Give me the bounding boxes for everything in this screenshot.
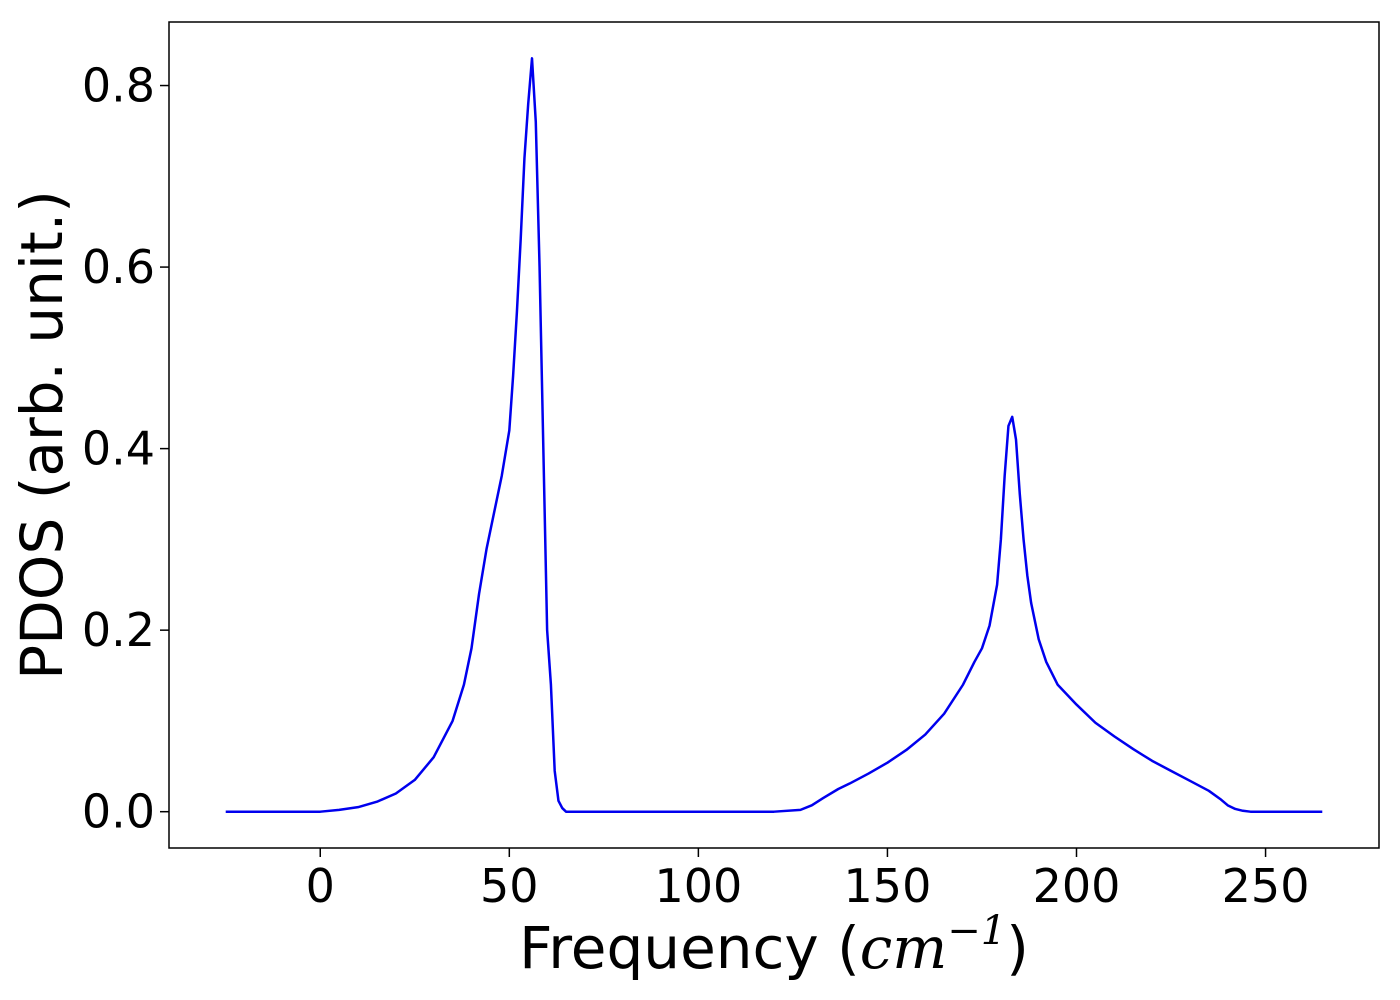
y-tick-label: 0.0 (82, 785, 155, 839)
plot-frame (168, 21, 1380, 849)
y-tick-label: 0.4 (82, 422, 155, 476)
x-axis-label-exponent: −1 (947, 908, 1006, 954)
x-tick-label: 250 (1222, 859, 1310, 913)
x-axis-label-prefix: Frequency ( (519, 914, 860, 982)
x-tick-label: 200 (1033, 859, 1121, 913)
x-axis-label: Frequency (cm−1) (519, 908, 1029, 982)
x-axis-label-suffix: ) (1006, 914, 1029, 982)
chart-marks (225, 57, 1323, 813)
series-line-0 (225, 57, 1323, 813)
y-axis-label: PDOS (arb. unit.) (8, 190, 76, 680)
y-tick-label: 0.2 (82, 603, 155, 657)
plot-area (169, 22, 1379, 848)
x-tick-label: 50 (480, 859, 539, 913)
x-tick-label: 0 (306, 859, 335, 913)
x-tick-label: 100 (654, 859, 742, 913)
x-axis-label-unit: cm (860, 914, 947, 982)
x-axis-ticks: 0 50 100 150 200 250 (306, 848, 1310, 913)
x-tick-label: 150 (844, 859, 932, 913)
y-axis-ticks: 0.0 0.2 0.4 0.6 0.8 (82, 59, 169, 839)
y-tick-label: 0.6 (82, 240, 155, 294)
y-tick-label: 0.8 (82, 59, 155, 113)
